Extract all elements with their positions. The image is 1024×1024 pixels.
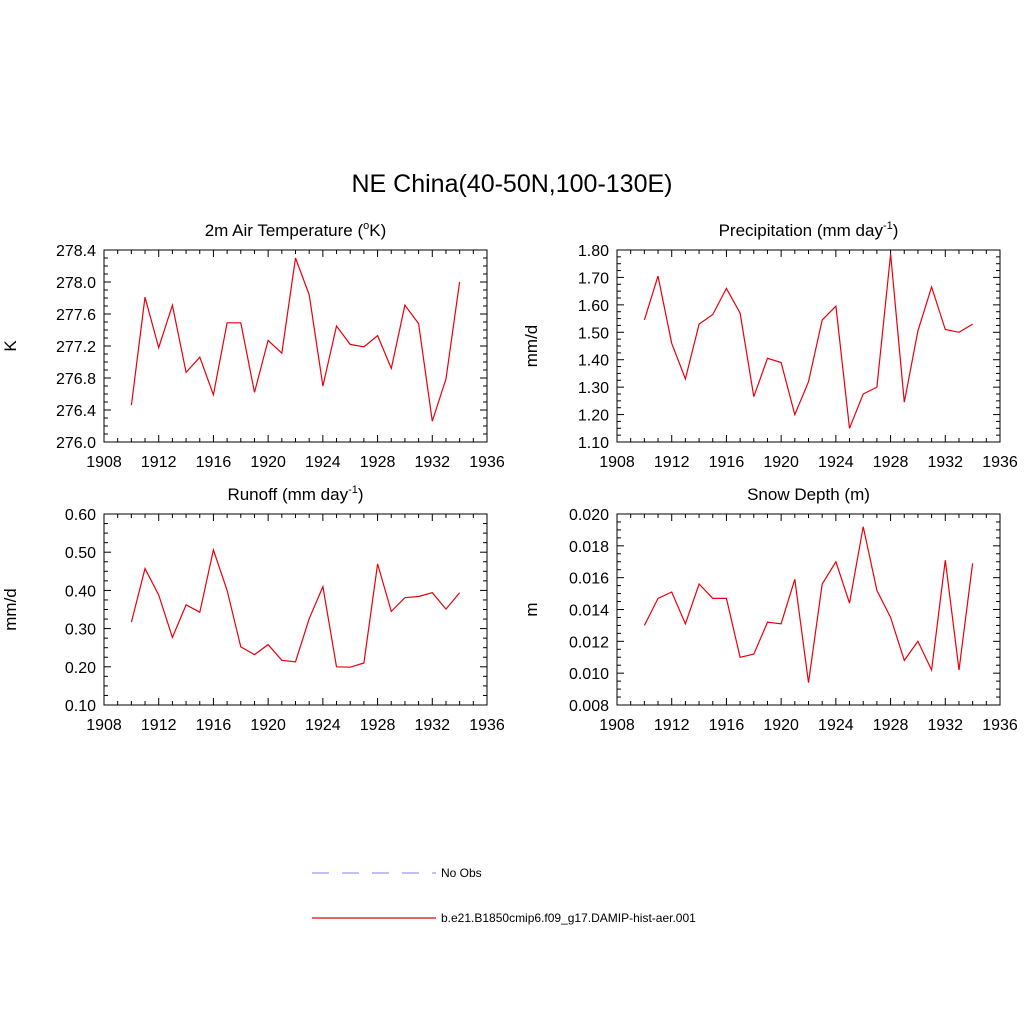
y-tick-label: 1.50 — [578, 325, 609, 342]
x-tick-label: 1932 — [414, 454, 450, 471]
y-tick-label: 1.70 — [578, 270, 609, 287]
legend: No Obs b.e21.B1850cmip6.f09_g17.DAMIP-his… — [312, 866, 696, 925]
x-tick-label: 1936 — [982, 717, 1018, 734]
chart-panel-1: 1908 1912 1916 1920 1924 1928 1932 1936 276.0 276… — [1, 220, 505, 471]
x-tick-label: 1916 — [709, 717, 745, 734]
x-tick-label: 1936 — [469, 717, 505, 734]
x-tick-label: 1920 — [250, 454, 286, 471]
y-axis-label: mm/d — [1, 588, 20, 631]
x-tick-label: 1912 — [654, 454, 690, 471]
x-tick-label: 1916 — [196, 717, 232, 734]
y-tick-label: 0.008 — [569, 698, 609, 715]
y-tick-label: 1.30 — [578, 380, 609, 397]
series-line — [130, 547, 461, 668]
x-tick-label: 1912 — [141, 454, 177, 471]
x-tick-label: 1920 — [763, 454, 799, 471]
x-tick-label: 1936 — [982, 454, 1018, 471]
y-tick-label: 0.016 — [569, 571, 609, 588]
y-tick-label: 1.10 — [578, 435, 609, 452]
series-line — [130, 257, 461, 422]
y-tick-label: 0.30 — [65, 622, 96, 639]
panel-title-tail: ) — [893, 221, 899, 240]
series-line — [643, 254, 973, 429]
panel-title-main: Precipitation (mm day — [719, 221, 884, 240]
x-tick-label: 1912 — [654, 717, 690, 734]
x-tick-label: 1912 — [141, 717, 177, 734]
y-tick-label: 0.018 — [569, 539, 609, 556]
chart-panel-2: 1908 1912 1916 1920 1924 1928 1932 1936 1.10 1.20… — [522, 220, 1018, 471]
y-tick-label: 277.6 — [56, 307, 96, 324]
panel-title-main: Snow Depth (m) — [747, 485, 870, 504]
y-axis-label: K — [1, 340, 20, 352]
x-tick-label: 1928 — [873, 717, 909, 734]
plot-frame — [103, 249, 488, 443]
legend-label-model: b.e21.B1850cmip6.f09_g17.DAMIP-hist-aer.… — [441, 911, 696, 925]
panel-title-main: Runoff (mm day — [227, 485, 348, 504]
x-tick-label: 1932 — [414, 717, 450, 734]
panel-title-superscript: o — [363, 220, 369, 232]
y-tick-label: 276.8 — [56, 371, 96, 388]
panel-title-tail: K) — [369, 221, 386, 240]
y-tick-label: 0.010 — [569, 666, 609, 683]
x-tick-label: 1908 — [599, 454, 635, 471]
panel-title-tail: ) — [358, 485, 364, 504]
plot-frame — [616, 513, 1001, 706]
chart-panel-4: 1908 1912 1916 1920 1924 1928 1932 1936 0.008 0.0… — [522, 485, 1018, 734]
x-tick-label: 1920 — [250, 717, 286, 734]
panel-title: Precipitation (mm day-1) — [719, 220, 899, 240]
panel-title-superscript: -1 — [348, 484, 358, 496]
x-tick-label: 1908 — [86, 717, 122, 734]
legend-label-no-obs: No Obs — [441, 866, 482, 880]
x-tick-label: 1916 — [196, 454, 232, 471]
x-tick-label: 1916 — [709, 454, 745, 471]
y-tick-label: 277.2 — [56, 339, 96, 356]
x-tick-label: 1908 — [599, 717, 635, 734]
y-tick-label: 0.10 — [65, 698, 96, 715]
x-tick-label: 1924 — [818, 454, 854, 471]
x-tick-label: 1928 — [360, 717, 396, 734]
y-tick-label: 0.50 — [65, 545, 96, 562]
x-tick-label: 1928 — [360, 454, 396, 471]
y-tick-label: 1.80 — [578, 243, 609, 260]
y-tick-label: 278.0 — [56, 275, 96, 292]
y-tick-label: 0.40 — [65, 583, 96, 600]
figure-title: NE China(40-50N,100-130E) — [351, 170, 673, 198]
x-tick-label: 1924 — [818, 717, 854, 734]
x-tick-label: 1928 — [873, 454, 909, 471]
y-tick-label: 0.014 — [569, 603, 609, 620]
series-line — [643, 526, 974, 683]
x-tick-label: 1936 — [469, 454, 505, 471]
panel-title: Snow Depth (m) — [747, 485, 870, 504]
panel-title: Runoff (mm day-1) — [227, 484, 363, 504]
x-tick-label: 1908 — [86, 454, 122, 471]
y-tick-label: 0.20 — [65, 660, 96, 677]
panel-title-main: 2m Air Temperature ( — [205, 221, 364, 240]
panel-title-superscript: -1 — [883, 220, 893, 232]
y-tick-label: 1.20 — [578, 408, 609, 425]
x-tick-label: 1932 — [927, 454, 963, 471]
y-tick-label: 0.020 — [569, 507, 609, 524]
plot-frame — [616, 249, 1001, 443]
x-tick-label: 1920 — [763, 717, 799, 734]
y-tick-label: 0.012 — [569, 634, 609, 651]
y-tick-label: 278.4 — [56, 243, 96, 260]
chart-panel-3: 1908 1912 1916 1920 1924 1928 1932 1936 0.10 0.20… — [1, 484, 505, 734]
panel-title: 2m Air Temperature (oK) — [205, 220, 387, 240]
x-tick-label: 1924 — [305, 454, 341, 471]
y-axis-label: m — [522, 602, 541, 616]
y-tick-label: 276.4 — [56, 403, 96, 420]
x-tick-label: 1924 — [305, 717, 341, 734]
x-tick-label: 1932 — [927, 717, 963, 734]
y-tick-label: 1.40 — [578, 353, 609, 370]
y-tick-label: 276.0 — [56, 435, 96, 452]
y-axis-label: mm/d — [522, 325, 541, 368]
y-tick-label: 1.60 — [578, 298, 609, 315]
y-tick-label: 0.60 — [65, 507, 96, 524]
plot-frame — [103, 513, 488, 706]
